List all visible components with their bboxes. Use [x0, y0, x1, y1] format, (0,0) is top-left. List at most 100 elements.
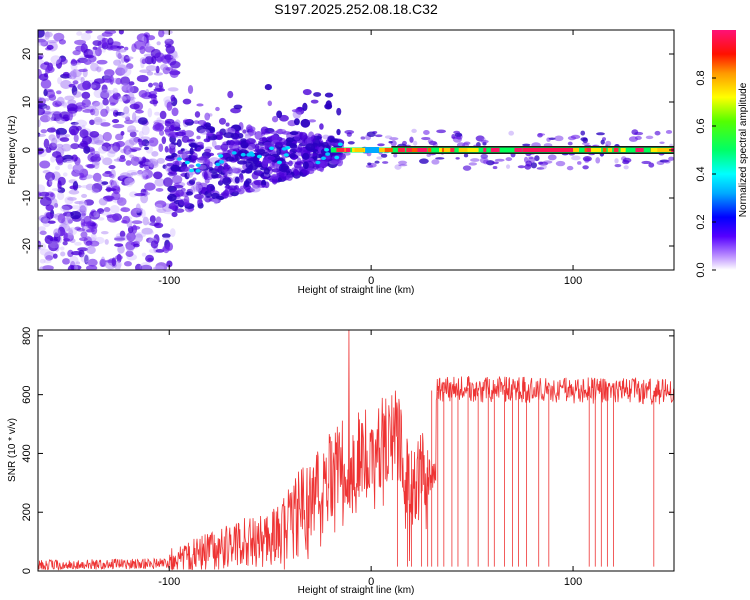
- spectral-blob: [517, 165, 526, 169]
- spectral-blob: [47, 113, 55, 122]
- spectral-blob: [276, 110, 283, 119]
- spectral-blob: [286, 170, 291, 174]
- spectral-blob: [114, 243, 124, 247]
- spectral-blob: [140, 136, 150, 141]
- spectral-blob: [384, 135, 393, 139]
- spectral-blob: [48, 134, 56, 141]
- spectral-blob: [169, 61, 181, 69]
- spectral-blob: [139, 69, 151, 74]
- spectral-blob: [167, 193, 177, 202]
- spectral-blob: [198, 164, 207, 170]
- spectral-blob: [90, 233, 97, 242]
- spectral-blob: [645, 135, 654, 140]
- spectral-blob: [80, 231, 88, 238]
- spectral-blob: [196, 135, 201, 140]
- spectral-blob: [70, 143, 80, 150]
- spectral-blob: [146, 142, 156, 146]
- tone-segment: [438, 148, 444, 152]
- tone-segment: [381, 148, 385, 152]
- spectral-blob: [93, 116, 103, 126]
- spectral-blob: [44, 31, 50, 40]
- spectral-blob: [298, 132, 308, 141]
- spectral-blob: [67, 249, 74, 258]
- spectral-blob: [70, 62, 78, 71]
- spectral-blob: [69, 210, 82, 220]
- spectral-blob: [38, 191, 50, 197]
- spectral-blob: [380, 153, 388, 158]
- spectral-hotspot: [189, 168, 195, 173]
- spectral-blob: [376, 156, 383, 160]
- spectral-blob: [120, 83, 130, 91]
- spectral-blob: [170, 94, 176, 102]
- spectral-blob: [74, 39, 87, 45]
- spectrogram-tone: [330, 146, 674, 154]
- spectral-blob: [654, 130, 661, 136]
- spectral-blob: [73, 133, 79, 143]
- spectral-blob: [165, 67, 174, 71]
- spectral-blob: [225, 156, 235, 162]
- spectral-blob: [79, 172, 85, 179]
- spectral-blob: [75, 119, 88, 128]
- spectral-blob: [158, 30, 165, 38]
- spectral-blob: [310, 99, 319, 104]
- spectral-blob: [366, 131, 376, 138]
- snr-dropouts: [396, 387, 655, 567]
- spectral-blob: [59, 246, 65, 251]
- spectral-blob: [104, 30, 117, 35]
- spectral-blob: [46, 44, 54, 50]
- spectral-blob: [94, 138, 100, 143]
- spectral-hotspot: [195, 163, 201, 167]
- spectral-blob: [115, 255, 123, 261]
- spectral-blob: [161, 30, 173, 35]
- bottom-y-tick-label: 600: [21, 385, 33, 403]
- spectral-blob: [102, 131, 112, 142]
- spectral-blob: [117, 244, 125, 254]
- bottom-y-tick-label: 400: [21, 444, 33, 462]
- spectral-blob: [165, 155, 175, 159]
- spectral-blob: [97, 217, 105, 221]
- spectral-blob: [126, 173, 133, 178]
- spectral-blob: [388, 141, 393, 144]
- spectral-blob: [146, 71, 154, 76]
- spectral-blob: [86, 229, 95, 233]
- spectral-blob: [580, 130, 586, 136]
- spectral-blob: [215, 106, 220, 112]
- spectral-blob: [89, 210, 101, 220]
- spectral-blob: [154, 178, 166, 187]
- tone-segment: [483, 148, 487, 152]
- spectral-blob: [38, 191, 42, 197]
- spectral-hotspot: [269, 146, 275, 151]
- spectral-hotspot: [184, 160, 190, 165]
- spectral-blob: [54, 202, 59, 208]
- spectral-blob: [85, 260, 91, 266]
- spectral-blob: [94, 66, 104, 72]
- spectral-blob: [144, 146, 150, 151]
- spectral-blob: [38, 132, 41, 137]
- spectral-blob: [164, 118, 175, 124]
- spectral-blob: [187, 84, 194, 94]
- spectral-blob: [151, 150, 159, 157]
- spectral-blob: [106, 214, 113, 219]
- spectral-blob: [90, 108, 96, 116]
- spectral-blob: [302, 161, 309, 170]
- spectral-blob: [159, 130, 165, 136]
- spectral-blob: [118, 30, 124, 35]
- tone-segment: [449, 148, 455, 152]
- bottom-y-ticks: 0 200 400 600 800: [21, 327, 674, 574]
- spectral-blob: [188, 164, 195, 168]
- spectral-blob: [126, 63, 134, 70]
- spectral-blob: [45, 66, 55, 73]
- spectral-blob: [291, 109, 302, 113]
- spectral-blob: [53, 228, 61, 238]
- spectral-blob: [56, 96, 65, 105]
- spectral-blob: [223, 132, 235, 139]
- spectral-blob: [308, 131, 315, 141]
- spectral-blob: [154, 200, 167, 208]
- spectral-blob: [130, 172, 138, 176]
- spectral-blob: [119, 230, 126, 238]
- spectral-blob: [50, 198, 58, 208]
- tone-segment: [444, 148, 451, 152]
- spectral-blob: [176, 139, 182, 148]
- spectral-blob: [123, 46, 129, 51]
- spectral-blob: [51, 151, 62, 159]
